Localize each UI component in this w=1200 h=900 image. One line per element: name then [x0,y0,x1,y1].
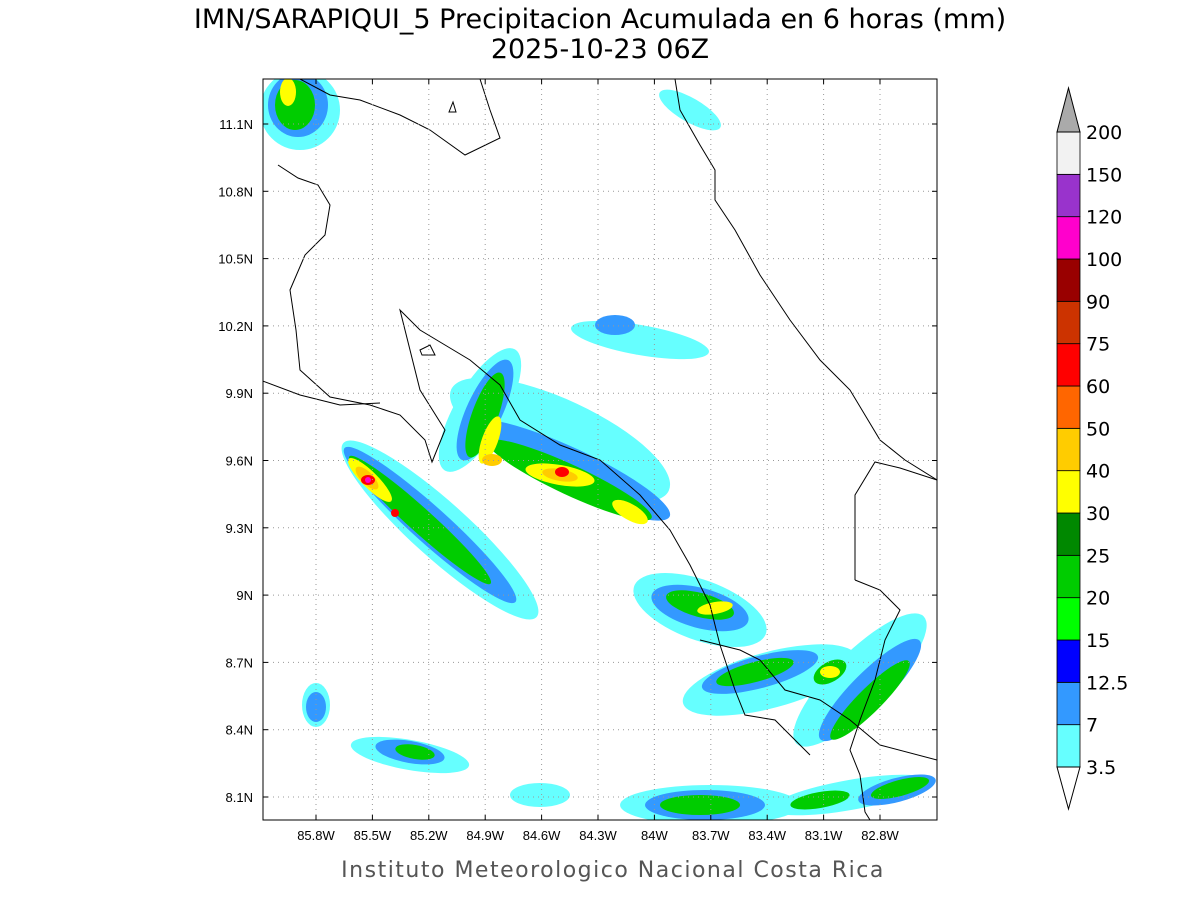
lat-tick-label: 9.9N [226,386,253,401]
colorbar-swatch [1056,427,1081,472]
lon-tick-label: 84.3W [579,828,617,843]
colorbar-swatch [1056,512,1081,556]
precipitation [263,79,936,820]
lat-tick-label: 9N [236,588,253,603]
colorbar-swatch [1056,639,1081,683]
lon-tick-label: 82.8W [861,828,899,843]
colorbar-label: 25 [1086,545,1110,567]
colorbar-swatch [1056,554,1081,599]
colorbar-label: 150 [1086,164,1122,186]
colorbar-label: 7 [1086,715,1098,737]
lat-tick-label: 10.2N [218,319,253,334]
colorbar-swatch [1056,597,1081,641]
lat-tick-label: 9.6N [226,454,253,469]
colorbar-label: 75 [1086,334,1110,356]
colorbar-label: 3.5 [1086,757,1116,779]
colorbar-label: 100 [1086,249,1122,271]
colorbar-swatch [1056,300,1081,345]
lon-tick-label: 83.7W [692,828,730,843]
lat-tick-label: 10.5N [218,252,253,267]
lon-tick-label: 85.2W [410,828,448,843]
colorbar-swatch [1056,385,1081,429]
subtitle: 2025-10-23 06Z [491,34,709,65]
colorbar-swatch [1056,173,1081,218]
colorbar-swatch [1056,681,1081,726]
map-frame [262,78,938,821]
coastlines [263,79,937,820]
colorbar-swatch [1056,216,1081,260]
footer: Instituto Meteorologico Nacional Costa R… [341,858,885,883]
lat-tick-label: 10.8N [218,184,253,199]
colorbar-swatch [1056,724,1081,768]
lat-tick-label: 8.7N [226,655,253,670]
map [263,79,937,820]
lon-tick-label: 84W [641,828,668,843]
colorbar-label: 90 [1086,291,1110,313]
colorbar-swatch [1056,258,1081,302]
colorbar-label: 20 [1086,588,1110,610]
colorbar-label: 12.5 [1086,672,1128,694]
colorbar-label: 50 [1086,418,1110,440]
lon-tick-label: 85.5W [354,828,392,843]
title: IMN/SARAPIQUI_5 Precipitacion Acumulada … [194,4,1006,35]
lon-tick-label: 84.6W [523,828,561,843]
grid [263,79,937,820]
lon-tick-label: 84.9W [466,828,504,843]
colorbar-label: 120 [1086,207,1122,229]
colorbar-label: 30 [1086,503,1110,525]
lon-tick-label: 85.8W [297,828,335,843]
colorbar-label: 60 [1086,376,1110,398]
lat-tick-label: 11.1N [219,117,253,132]
colorbar-swatch [1056,470,1081,514]
lat-tick-label: 8.1N [226,790,253,805]
colorbar-swatch [1056,343,1081,387]
colorbar-arrow-bottom [1056,766,1081,811]
colorbar-label: 15 [1086,630,1110,652]
lat-tick-label: 9.3N [226,521,253,536]
lat-tick-label: 8.4N [226,723,253,738]
colorbar: 3.5 7 12.5 15 20 25 30 40 50 60 75 90 100 120 150 200 [1056,86,1128,811]
lon-tick-label: 83.1W [805,828,843,843]
colorbar-arrow-top [1056,86,1081,133]
colorbar-swatch [1056,131,1081,175]
colorbar-label: 200 [1086,122,1122,144]
axes: 85.8W 85.5W 85.2W 84.9W 84.6W 84.3W 84W 83.7W 83… [218,79,937,843]
lon-tick-label: 83.4W [748,828,786,843]
colorbar-label: 40 [1086,461,1110,483]
